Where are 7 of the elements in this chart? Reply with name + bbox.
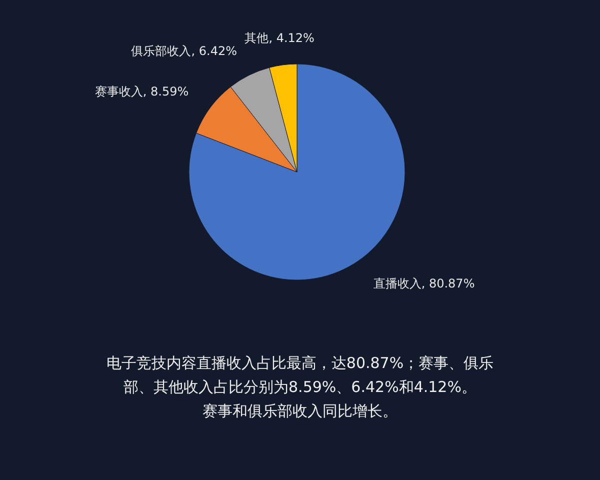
text: 赛事和俱乐部收入同比增长。 — [202, 402, 398, 420]
slice-label: 其他, 4.12% — [244, 31, 314, 46]
slice-label: 赛事收入, 8.59% — [94, 84, 189, 99]
text: 电子竞技内容直播收入占比最高，达80.87%；赛事、俱乐 — [106, 354, 494, 372]
slice-label: 直播收入, 80.87% — [373, 276, 475, 290]
text: 部、其他收入占比分别为8.59%、6.42%和4.12%。 — [124, 378, 476, 396]
slice-label: 俱乐部收入, 6.42% — [131, 44, 237, 58]
